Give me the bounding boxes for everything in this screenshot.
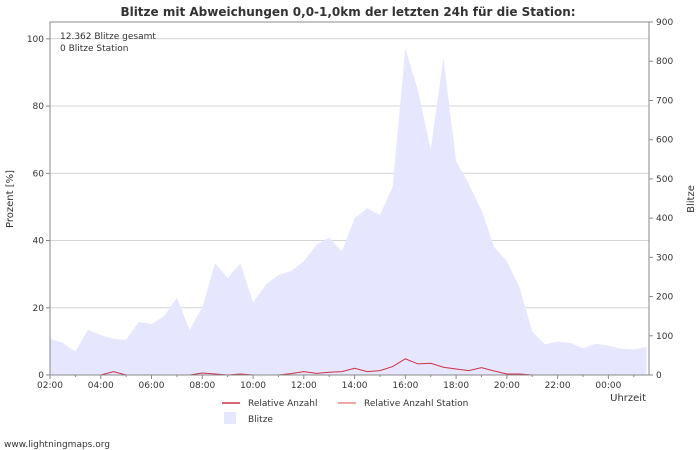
- x-tick-label: 12:00: [291, 381, 317, 391]
- left-tick-label: 100: [27, 35, 44, 45]
- right-tick-label: 0: [656, 371, 662, 381]
- x-tick-label: 14:00: [342, 381, 368, 391]
- right-axis-ticks: 0 100 200 300 400 500 600 700 800 900: [649, 18, 673, 381]
- x-tick-label: 00:00: [595, 381, 621, 391]
- x-axis-ticks: 02:00 04:00 06:00 08:00 10:00 12:00 14:00 16:00…: [37, 375, 635, 391]
- legend-label-blitze: Blitze: [248, 415, 273, 425]
- relative-count-line: [100, 358, 533, 376]
- x-tick-label: 04:00: [88, 381, 114, 391]
- blitze-area: [50, 48, 647, 375]
- legend-label-station: Relative Anzahl Station: [364, 399, 468, 409]
- x-tick-label: 06:00: [139, 381, 165, 391]
- legend-label-relative: Relative Anzahl: [248, 399, 317, 409]
- x-tick-label: 18:00: [443, 381, 469, 391]
- relative-count-line-layer: [100, 358, 533, 376]
- x-tick-label: 08:00: [189, 381, 215, 391]
- left-tick-label: 20: [33, 304, 45, 314]
- right-tick-label: 500: [656, 175, 673, 185]
- blitze-area-layer: [50, 48, 647, 375]
- legend: Relative Anzahl Relative Anzahl Station …: [222, 399, 468, 425]
- right-tick-label: 100: [656, 332, 673, 342]
- chart-title: Blitze mit Abweichungen 0,0-1,0km der le…: [120, 5, 575, 19]
- x-tick-label: 02:00: [37, 381, 63, 391]
- left-axis-ticks: 0 20 40 60 80 100: [27, 35, 50, 381]
- right-tick-label: 700: [656, 96, 673, 106]
- gridlines: [50, 38, 649, 309]
- annotation-station: 0 Blitze Station: [60, 44, 128, 54]
- left-tick-label: 40: [33, 237, 45, 247]
- left-tick-label: 0: [38, 371, 44, 381]
- right-tick-label: 900: [656, 18, 673, 28]
- plot-frame: [49, 21, 650, 376]
- right-tick-label: 300: [656, 253, 673, 263]
- x-axis-label: Uhrzeit: [610, 393, 646, 404]
- left-tick-label: 60: [33, 169, 45, 179]
- x-tick-label: 10:00: [240, 381, 266, 391]
- right-tick-label: 600: [656, 136, 673, 146]
- right-tick-label: 800: [656, 57, 673, 67]
- y-axis-label-right: Blitze: [686, 185, 697, 213]
- left-tick-label: 80: [33, 102, 45, 112]
- x-tick-label: 20:00: [494, 381, 520, 391]
- source-footer: www.lightningmaps.org: [4, 440, 110, 450]
- legend-swatch-blitze: [224, 412, 236, 424]
- annotation-total: 12.362 Blitze gesamt: [60, 32, 156, 42]
- y-axis-label-left: Prozent [%]: [5, 170, 16, 228]
- right-tick-label: 200: [656, 293, 673, 303]
- right-tick-label: 400: [656, 214, 673, 224]
- x-tick-label: 22:00: [545, 381, 571, 391]
- x-tick-label: 16:00: [392, 381, 418, 391]
